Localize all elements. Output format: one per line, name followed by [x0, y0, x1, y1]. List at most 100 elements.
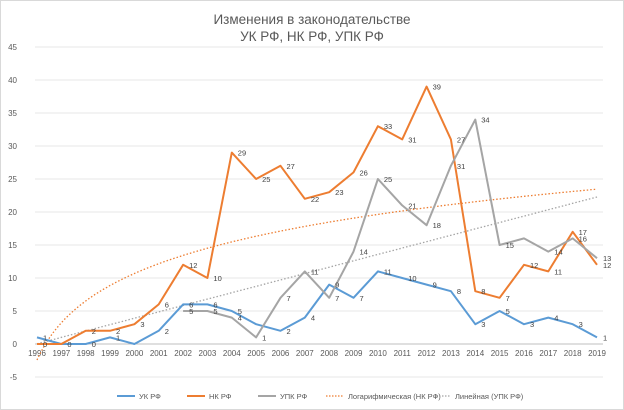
data-label-uk: 8	[457, 287, 461, 296]
y-tick-label: 30	[8, 142, 17, 151]
legend-item-upk: УПК РФ	[258, 389, 307, 403]
x-tick-label: 2014	[466, 349, 484, 358]
data-label-uk: 9	[433, 281, 437, 290]
data-label-nk: 0	[43, 340, 47, 349]
data-label-nk: 11	[554, 267, 562, 276]
data-label-uk: 5	[506, 307, 510, 316]
y-tick-label: 35	[8, 109, 17, 118]
data-label-upk: 5	[189, 307, 193, 316]
x-tick-label: 2012	[418, 349, 436, 358]
x-tick-label: 1999	[101, 349, 119, 358]
data-label-upk: 7	[335, 294, 339, 303]
x-tick-label: 2019	[588, 349, 606, 358]
data-label-nk: 27	[457, 135, 465, 144]
data-label-upk: 14	[554, 248, 562, 257]
x-tick-label: 2004	[223, 349, 241, 358]
x-tick-label: 2011	[394, 349, 412, 358]
data-label-uk: 1	[603, 333, 607, 342]
x-tick-label: 2013	[442, 349, 460, 358]
y-tick-label: 10	[8, 274, 17, 283]
data-label-nk: 8	[481, 287, 485, 296]
x-tick-label: 2006	[272, 349, 290, 358]
data-label-uk: 0	[92, 340, 96, 349]
x-tick-label: 2007	[296, 349, 314, 358]
data-label-upk: 18	[433, 221, 441, 230]
data-label-nk: 26	[360, 168, 368, 177]
data-label-nk: 31	[408, 135, 416, 144]
data-label-uk: 11	[384, 267, 392, 276]
x-tick-label: 1996	[28, 349, 46, 358]
data-label-uk: 3	[481, 320, 485, 329]
data-label-uk: 3	[530, 320, 534, 329]
trendline-log-nk	[36, 188, 598, 361]
x-tick-label: 2008	[320, 349, 338, 358]
data-label-upk: 16	[579, 234, 587, 243]
data-label-upk: 25	[384, 175, 392, 184]
data-label-nk: 27	[286, 162, 294, 171]
data-label-nk: 2	[92, 327, 96, 336]
chart-legend: УК РФ НК РФ УПК РФ Логарифмическая (НК Р…	[0, 389, 624, 403]
x-tick-label: 2010	[369, 349, 387, 358]
data-label-uk: 1	[116, 333, 120, 342]
y-tick-label: 20	[8, 208, 17, 217]
data-label-upk: 1	[262, 333, 266, 342]
legend-item-uk: УК РФ	[117, 389, 161, 403]
chart-title: Изменения в законодательстве	[213, 12, 411, 27]
legend-swatch	[258, 395, 276, 397]
x-tick-label: 1997	[52, 349, 70, 358]
data-label-upk: 13	[603, 254, 611, 263]
data-label-upk: 31	[457, 162, 465, 171]
series-line-uk	[36, 270, 598, 345]
x-tick-label: 2000	[125, 349, 143, 358]
legend-swatch	[187, 395, 205, 397]
data-label-nk: 12	[603, 261, 611, 270]
legend-swatch	[326, 395, 344, 397]
y-tick-label: 45	[8, 43, 17, 52]
x-tick-label: 2003	[199, 349, 217, 358]
data-label-uk: 7	[360, 294, 364, 303]
data-label-uk: 4	[554, 314, 558, 323]
x-tick-label: 2002	[174, 349, 192, 358]
legend-label: Логарифмическая (НК РФ)	[348, 391, 441, 401]
data-label-upk: 4	[238, 314, 242, 323]
series-line-upk	[183, 118, 598, 339]
y-tick-label: 15	[8, 241, 17, 250]
data-label-nk: 12	[530, 261, 538, 270]
data-label-uk: 2	[165, 327, 169, 336]
legend-item-nk: НК РФ	[187, 389, 232, 403]
x-tick-label: 2005	[247, 349, 265, 358]
data-label-nk: 7	[506, 294, 510, 303]
data-label-upk: 11	[311, 267, 319, 276]
data-label-upk: 21	[408, 201, 416, 210]
data-label-nk: 6	[165, 300, 169, 309]
legend-label: Линейная (УПК РФ)	[455, 391, 524, 401]
x-tick-label: 2009	[345, 349, 363, 358]
y-tick-label: 25	[8, 175, 17, 184]
data-label-nk: 12	[189, 261, 197, 270]
data-label-uk: 0	[67, 340, 71, 349]
data-label-nk: 39	[433, 83, 441, 92]
data-label-uk: 2	[286, 327, 290, 336]
data-label-upk: 7	[286, 294, 290, 303]
chart-subtitle: УК РФ, НК РФ, УПК РФ	[240, 29, 384, 44]
data-label-nk: 33	[384, 122, 392, 131]
data-label-upk: 34	[481, 116, 489, 125]
series-line-nk	[37, 85, 598, 345]
data-label-uk: 1	[43, 333, 47, 342]
legend-item-log-trend: Логарифмическая (НК РФ)	[326, 389, 441, 403]
x-tick-label: 2018	[564, 349, 582, 358]
legend-item-linear-trend: Линейная (УПК РФ)	[433, 389, 523, 403]
x-tick-label: 2001	[150, 349, 168, 358]
legend-swatch	[117, 395, 135, 397]
data-label-uk: 5	[238, 307, 242, 316]
data-label-nk: 23	[335, 188, 343, 197]
legend-label: УК РФ	[139, 391, 161, 401]
data-label-uk: 6	[189, 300, 193, 309]
x-tick-label: 1998	[77, 349, 95, 358]
x-tick-label: 2015	[491, 349, 509, 358]
data-label-upk: 15	[506, 241, 514, 250]
data-label-nk: 29	[238, 149, 246, 158]
data-label-uk: 9	[335, 281, 339, 290]
y-tick-label: -5	[10, 373, 18, 382]
